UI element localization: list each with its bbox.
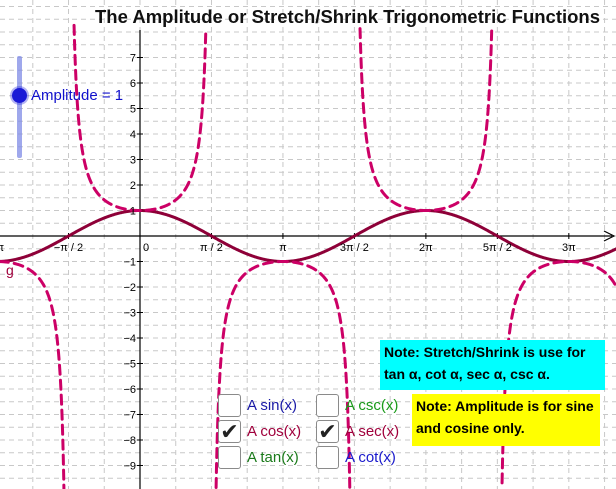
cos-curve (0, 209, 616, 263)
function-curves[interactable] (0, 23, 616, 489)
checkbox-cot[interactable]: A cot(x) (316, 446, 396, 469)
amplitude-slider-track[interactable] (17, 56, 22, 158)
checkbox-label-csc: A csc(x) (345, 397, 399, 414)
checkbox-tan[interactable]: A tan(x) (218, 446, 299, 469)
checkbox-csc[interactable]: A csc(x) (316, 394, 398, 417)
axes (0, 30, 616, 489)
checkbox-box-sec[interactable]: ✔ (316, 420, 339, 443)
x-tick-label: π (279, 242, 287, 254)
y-tick-label: 7 (130, 53, 136, 65)
y-tick-label: −7 (123, 410, 136, 422)
check-mark-icon: ✔ (318, 418, 337, 444)
checkbox-label-cot: A cot(x) (345, 449, 396, 466)
tick-labels: −π −π / 2 0 π / 2 π 3π / 2 2π 5π / 2 3π 7 6 5 4 3 2 1 −1… (0, 53, 576, 473)
y-tick-label: −6 (123, 384, 136, 396)
y-tick-label: −5 (123, 359, 136, 371)
y-tick-label: 4 (130, 129, 136, 141)
checkbox-label-cos: A cos(x) (247, 423, 302, 440)
stretch-shrink-note: Note: Stretch/Shrink is use for tan α, c… (380, 340, 605, 390)
amplitude-slider-label: Amplitude = 1 (31, 87, 124, 104)
x-tick-label: π / 2 (200, 242, 223, 254)
y-tick-label: −1 (123, 257, 136, 269)
checkbox-box-tan[interactable] (218, 446, 241, 469)
checkbox-cos[interactable]: ✔ A cos(x) (218, 420, 301, 443)
y-tick-label: −3 (123, 308, 136, 320)
y-tick-label: −9 (123, 461, 136, 473)
x-tick-label: 3π (562, 242, 576, 254)
checkbox-box-sin[interactable] (218, 394, 241, 417)
checkbox-label-sec: A sec(x) (345, 423, 400, 440)
checkbox-box-cos[interactable]: ✔ (218, 420, 241, 443)
y-tick-label: −4 (123, 333, 136, 345)
checkbox-box-csc[interactable] (316, 394, 339, 417)
check-mark-icon: ✔ (220, 418, 239, 444)
y-tick-label: 1 (130, 206, 136, 218)
y-tick-label: 2 (130, 180, 136, 192)
x-axis-arrow (603, 230, 616, 242)
checkbox-box-cot[interactable] (316, 446, 339, 469)
checkbox-label-sin: A sin(x) (247, 397, 298, 414)
sec-curve (0, 23, 616, 489)
x-tick-label: 0 (143, 242, 149, 254)
amplitude-note: Note: Amplitude is for sine and cosine o… (412, 394, 600, 446)
y-tick-label: 6 (130, 78, 136, 90)
x-tick-label: 2π (419, 242, 433, 254)
y-tick-label: 3 (130, 155, 136, 167)
curve-label-g: g (6, 262, 14, 278)
amplitude-slider-handle[interactable] (12, 88, 27, 103)
x-tick-label: 5π / 2 (483, 242, 512, 254)
x-tick-label: 3π / 2 (340, 242, 369, 254)
y-tick-label: −8 (123, 435, 136, 447)
y-tick-label: −2 (123, 282, 136, 294)
y-tick-label: 5 (130, 104, 136, 116)
x-tick-label: −π (0, 242, 4, 254)
x-tick-label: −π / 2 (54, 242, 83, 254)
page-title: The Amplitude or Stretch/Shrink Trigonom… (95, 6, 601, 27)
checkbox-sin[interactable]: A sin(x) (218, 394, 297, 417)
checkbox-sec[interactable]: ✔ A sec(x) (316, 420, 399, 443)
checkbox-label-tan: A tan(x) (247, 449, 299, 466)
